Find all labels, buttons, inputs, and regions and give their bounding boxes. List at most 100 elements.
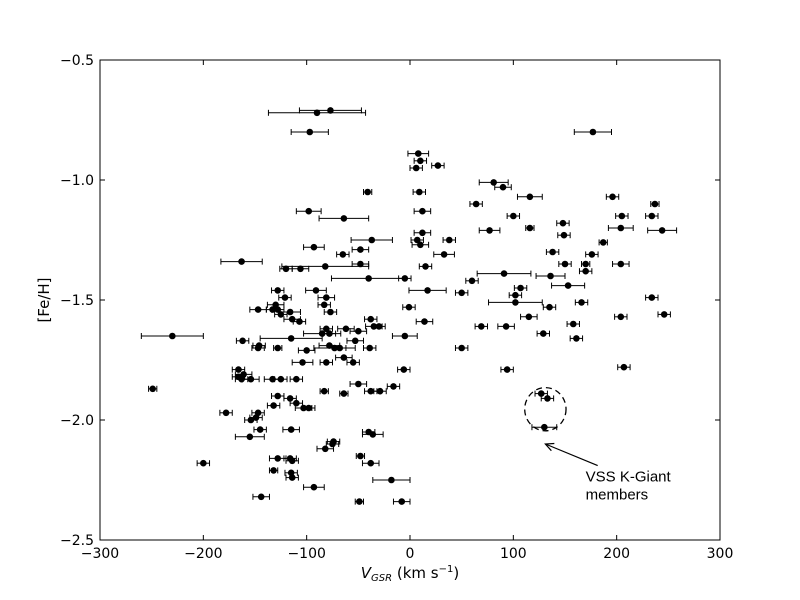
data-point xyxy=(660,311,668,318)
data-point xyxy=(357,452,364,460)
data-point xyxy=(257,493,265,501)
data-point xyxy=(512,299,519,306)
data-point xyxy=(388,476,395,484)
data-point xyxy=(512,291,519,299)
data-point xyxy=(310,483,318,491)
y-tick-label: −1.0 xyxy=(60,173,94,189)
data-point xyxy=(329,440,336,448)
data-point xyxy=(235,366,242,373)
data-point xyxy=(588,251,596,258)
data-point xyxy=(274,392,282,400)
vss-highlight-ellipse xyxy=(524,386,567,432)
data-point xyxy=(547,272,554,280)
data-point xyxy=(617,313,625,321)
data-point xyxy=(620,363,628,371)
data-point xyxy=(434,162,442,169)
data-point xyxy=(169,332,176,340)
data-point xyxy=(336,344,344,352)
data-point xyxy=(274,455,282,462)
data-point xyxy=(401,332,409,340)
x-tick-label: 300 xyxy=(707,546,734,562)
data-point xyxy=(355,327,362,335)
data-markers xyxy=(149,107,668,505)
data-point xyxy=(299,359,306,366)
vss-arrow-head xyxy=(544,442,555,452)
data-point xyxy=(400,366,408,373)
data-point xyxy=(303,347,310,354)
axis-ticks: −300 −200 −100 0 100 200 300 −2.5 −2.0 −1.5 −1.0 −0… xyxy=(60,53,733,562)
data-point xyxy=(365,275,372,282)
data-point xyxy=(609,193,616,201)
data-point xyxy=(238,375,245,383)
data-point xyxy=(318,330,326,337)
data-point xyxy=(526,193,534,201)
data-point xyxy=(287,426,295,433)
data-point xyxy=(445,236,453,244)
data-point xyxy=(293,399,300,407)
data-point xyxy=(323,359,330,366)
data-point xyxy=(254,344,262,352)
data-point xyxy=(282,265,290,273)
data-point xyxy=(349,359,357,366)
y-tick-label: −0.5 xyxy=(60,53,94,69)
data-point xyxy=(617,224,625,232)
data-point xyxy=(339,251,347,258)
data-point xyxy=(589,128,597,136)
data-point xyxy=(544,395,551,402)
data-point xyxy=(256,426,264,433)
data-point xyxy=(367,387,375,395)
data-point xyxy=(286,308,294,316)
data-point xyxy=(288,457,296,465)
data-point xyxy=(478,323,485,330)
data-point xyxy=(367,315,375,323)
x-tick-label: 0 xyxy=(406,546,415,562)
data-point xyxy=(357,260,364,268)
data-point xyxy=(149,385,156,393)
data-point xyxy=(569,320,577,328)
data-point xyxy=(401,275,409,282)
data-point xyxy=(305,207,313,215)
data-point xyxy=(310,243,318,251)
data-point xyxy=(648,294,656,301)
data-point xyxy=(390,383,397,390)
data-point xyxy=(582,260,589,268)
data-point xyxy=(323,325,330,333)
data-point xyxy=(366,344,374,352)
data-point xyxy=(364,188,371,196)
data-point xyxy=(247,375,255,383)
data-point xyxy=(286,395,294,402)
data-point xyxy=(269,306,276,313)
data-point xyxy=(416,188,423,196)
x-axis-label-sub: GSR xyxy=(371,573,392,584)
data-point xyxy=(274,344,282,352)
data-point xyxy=(274,306,282,313)
data-point xyxy=(270,402,277,409)
data-point xyxy=(424,287,431,294)
x-tick-label: −200 xyxy=(184,546,222,562)
data-point xyxy=(321,445,329,453)
x-tick-label: −100 xyxy=(287,546,325,562)
data-point xyxy=(414,150,422,157)
data-point xyxy=(320,301,328,309)
data-point xyxy=(326,342,333,349)
data-point xyxy=(405,303,413,311)
data-point xyxy=(617,260,625,268)
x-axis-label-close: ) xyxy=(453,564,459,582)
data-point xyxy=(297,265,304,273)
data-point xyxy=(293,375,300,383)
data-point xyxy=(419,229,426,237)
data-point xyxy=(421,318,428,325)
data-point xyxy=(413,236,421,244)
data-point xyxy=(327,308,334,316)
data-point xyxy=(472,200,480,208)
data-point xyxy=(458,344,465,352)
vss-label-line-1: VSS K-Giant xyxy=(586,469,672,486)
data-point xyxy=(270,467,277,474)
data-point xyxy=(375,323,383,330)
data-point xyxy=(200,459,207,467)
data-point xyxy=(573,335,580,342)
y-axis-label: [Fe/H] xyxy=(35,277,53,322)
data-point xyxy=(269,375,276,383)
data-point xyxy=(369,431,377,438)
data-point xyxy=(546,303,553,311)
